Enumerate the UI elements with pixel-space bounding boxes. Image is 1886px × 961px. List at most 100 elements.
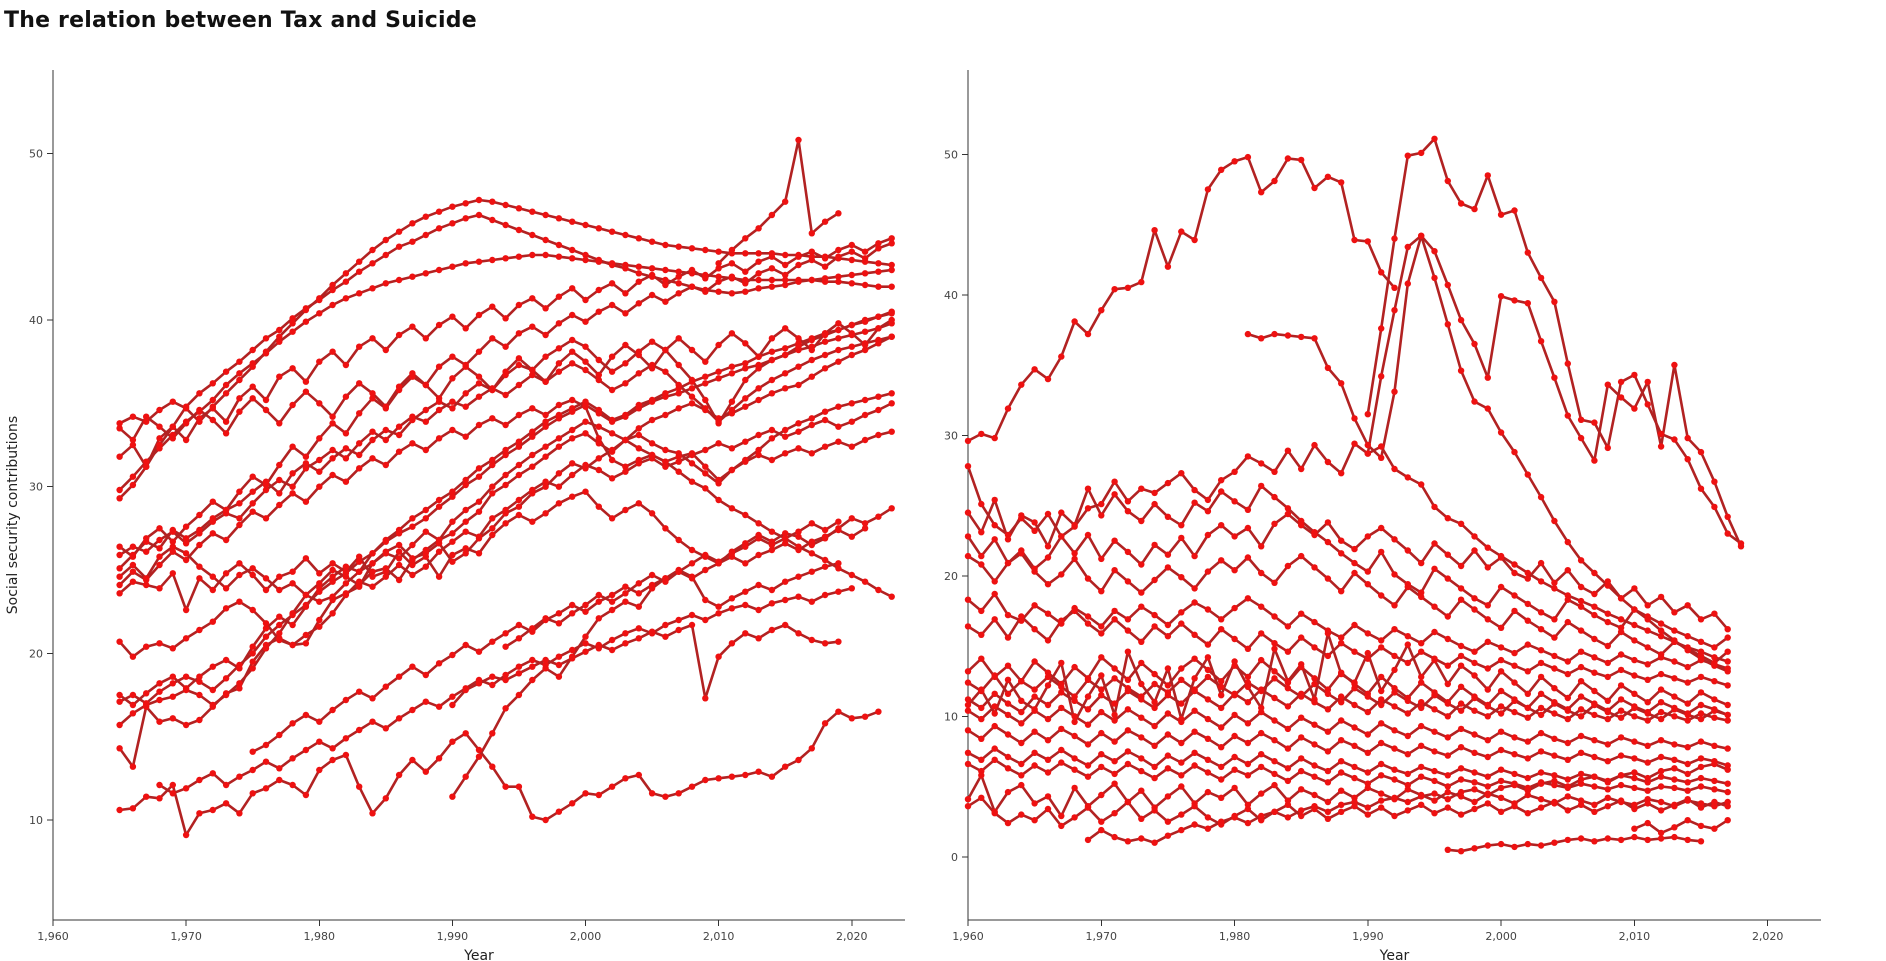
data-point [1457,562,1465,570]
data-point [409,273,416,280]
data-point [1151,704,1158,712]
data-point [356,465,363,472]
data-point [342,568,350,575]
data-point [1151,722,1158,730]
data-point [1551,700,1558,707]
series-line [967,688,1728,722]
data-point [1604,444,1611,452]
data-point [675,243,682,250]
data-point [356,578,363,585]
data-point [555,808,563,815]
data-point [728,363,736,370]
data-point [964,463,972,470]
data-point [861,525,869,532]
data-point [1644,759,1651,766]
data-point [1444,281,1451,289]
data-point [489,483,496,490]
data-point [582,403,589,410]
data-point [182,550,190,557]
data-point [1044,701,1052,709]
data-point [782,540,789,547]
data-point [1657,593,1665,601]
data-point [582,790,589,797]
data-point [462,476,469,484]
data-point [489,763,496,770]
data-point [382,346,389,354]
data-point [1191,749,1198,756]
data-point [821,533,829,540]
data-point [262,741,270,749]
data-point [475,648,483,655]
data-point [1151,576,1158,584]
data-point [156,585,163,592]
data-point [1191,803,1198,810]
data-point [595,440,602,447]
data-point [129,441,137,449]
data-point [1364,655,1371,662]
data-point [542,510,549,517]
data-point [1298,690,1305,697]
data-point [515,301,523,309]
data-point [702,551,709,559]
data-point [795,528,802,535]
data-point [116,453,123,460]
data-point [782,433,789,440]
data-point [1684,779,1691,786]
data-point [1418,481,1425,488]
data-point [116,691,123,699]
data-point [1444,680,1451,688]
data-point [1418,673,1425,681]
data-point [462,481,469,489]
data-point [489,216,496,224]
data-point [569,435,576,442]
data-point [1604,803,1611,810]
data-point [1697,673,1705,681]
data-point [608,646,616,654]
data-point [1657,708,1665,716]
data-point [1244,699,1252,706]
data-point [1164,564,1172,571]
data-point [742,458,749,465]
data-point [1084,505,1092,512]
data-point [1071,697,1078,704]
data-point [675,335,682,342]
data-point [449,518,456,525]
data-point [1697,710,1705,717]
data-point [1391,571,1398,578]
y-tick-label: 50 [944,148,958,161]
data-point [635,263,642,270]
data-point [1098,686,1105,693]
data-point [222,430,230,437]
data-point [1457,744,1465,751]
data-point [635,425,642,432]
data-point [1178,700,1185,707]
data-point [675,468,682,475]
data-point [1524,810,1531,817]
data-point [1457,662,1465,669]
data-point [795,261,802,269]
data-point [542,305,549,312]
data-point [1484,405,1491,412]
data-point [1524,774,1531,782]
data-point [542,656,549,664]
data-point [515,783,523,790]
data-point [1604,697,1611,704]
data-point [595,466,602,474]
data-point [782,276,789,284]
data-point [1564,567,1571,574]
data-point [249,473,256,480]
data-point [1004,690,1012,697]
data-point [1551,579,1558,586]
data-point [1484,753,1491,761]
data-point [395,771,403,779]
data-point [449,538,456,545]
data-point [1457,700,1465,707]
data-point [382,725,389,732]
data-point [302,460,310,467]
data-point [768,276,776,284]
data-point [1697,638,1705,645]
data-point [289,320,296,327]
data-point [382,683,389,690]
data-point [821,278,829,285]
data-point [1431,540,1438,547]
